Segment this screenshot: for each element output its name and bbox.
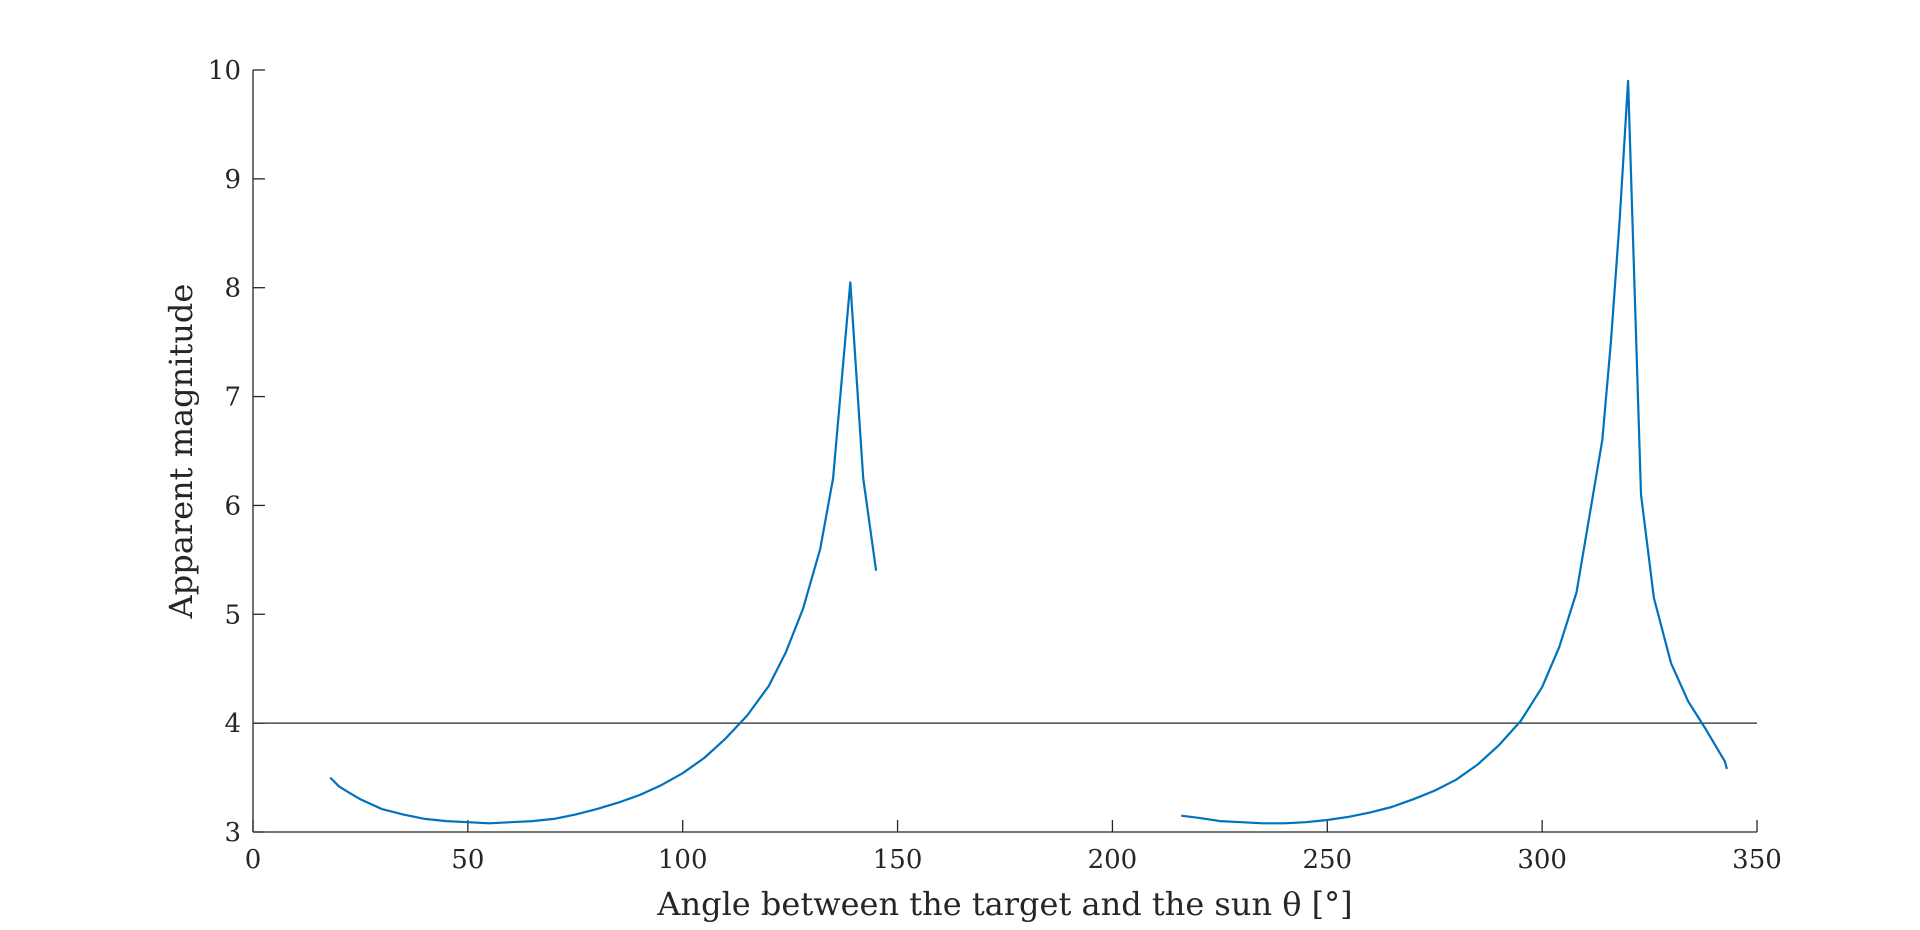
y-tick-label: 7 — [224, 383, 241, 413]
x-tick-label: 300 — [1517, 845, 1567, 875]
x-tick-label: 0 — [245, 845, 262, 875]
y-tick-label: 5 — [224, 600, 241, 630]
axes — [252, 69, 1758, 833]
y-axis-title: Apparent magnitude — [162, 284, 200, 620]
x-tick-label: 100 — [658, 845, 708, 875]
tick-labels: 0 50 100 150 200 250 300 350 3 4 5 6 7 8 9 10 — [208, 56, 1782, 875]
y-tick-label: 9 — [224, 165, 241, 195]
y-tick-label: 10 — [208, 56, 241, 86]
series-line — [329, 281, 878, 825]
series-line — [1181, 79, 1728, 825]
x-tick-label: 150 — [873, 845, 923, 875]
x-tick-label: 250 — [1302, 845, 1352, 875]
y-tick-label: 6 — [224, 491, 241, 521]
series-layer — [329, 79, 1728, 825]
y-tick-label: 3 — [224, 818, 241, 848]
x-tick-label: 50 — [451, 845, 484, 875]
x-tick-label: 200 — [1088, 845, 1138, 875]
x-axis-title: Angle between the target and the sun θ [… — [656, 885, 1352, 923]
y-tick-label: 8 — [224, 274, 241, 304]
y-tick-label: 4 — [224, 709, 241, 739]
x-tick-label: 350 — [1732, 845, 1782, 875]
